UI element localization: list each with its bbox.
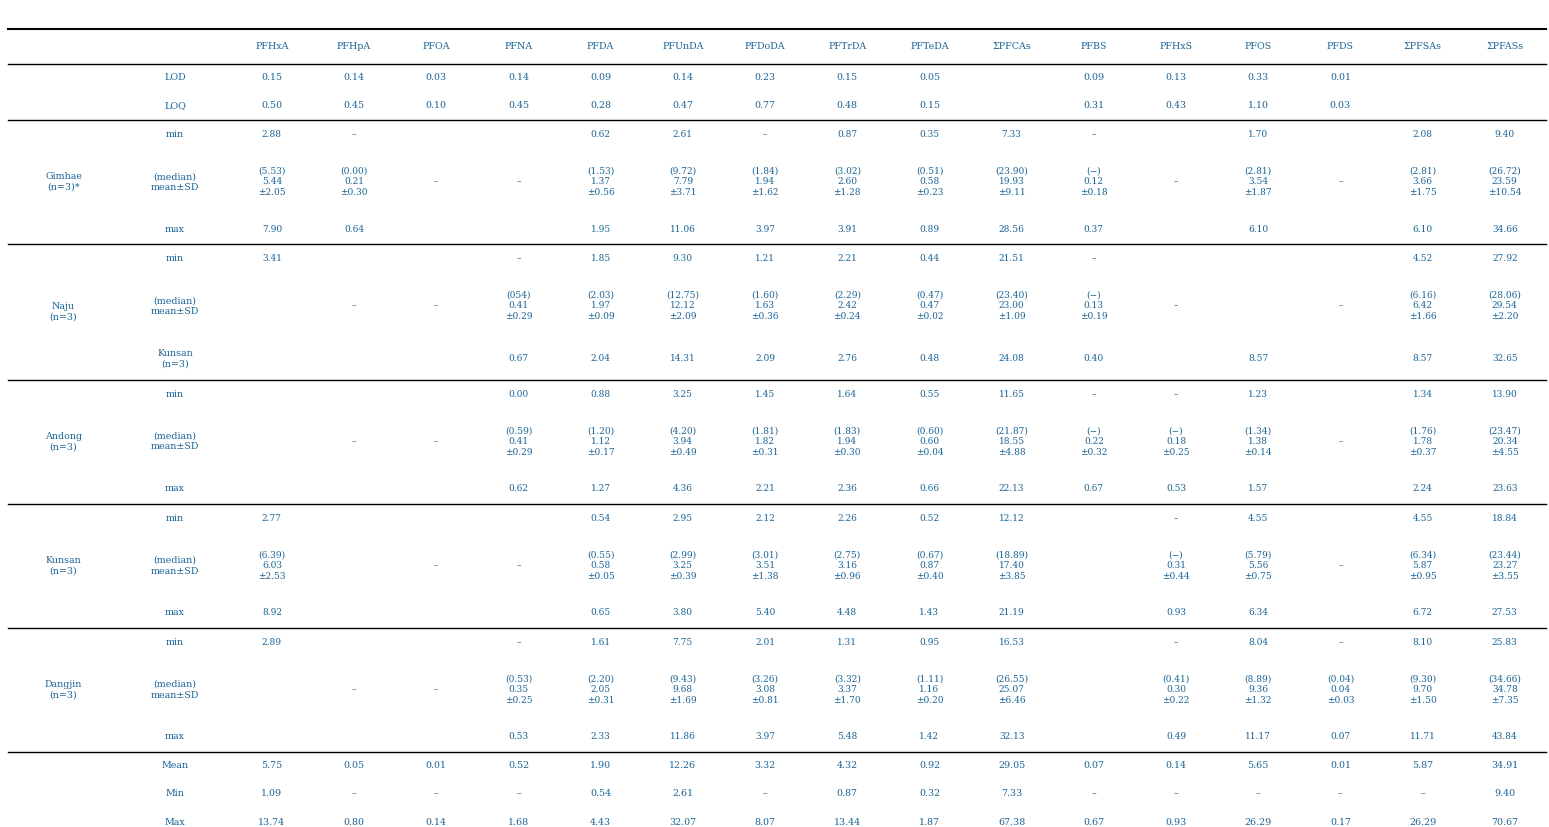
Text: 70.67: 70.67: [1492, 818, 1518, 826]
Text: PFHxS: PFHxS: [1160, 42, 1193, 50]
Text: 0.54: 0.54: [590, 790, 612, 798]
Text: 5.87: 5.87: [1413, 762, 1433, 770]
Text: 0.23: 0.23: [754, 74, 776, 82]
Text: ΣPFASs: ΣPFASs: [1485, 42, 1523, 50]
Text: (2.81)
3.54
±1.87: (2.81) 3.54 ±1.87: [1244, 167, 1272, 197]
Text: 1.95: 1.95: [590, 225, 610, 233]
Text: 0.87: 0.87: [836, 790, 858, 798]
Text: (0.67)
0.87
±0.40: (0.67) 0.87 ±0.40: [915, 551, 943, 581]
Text: 0.62: 0.62: [590, 131, 610, 139]
Text: 7.75: 7.75: [672, 638, 692, 647]
Text: 8.92: 8.92: [262, 609, 282, 617]
Text: (3.32)
3.37
±1.70: (3.32) 3.37 ±1.70: [833, 675, 861, 705]
Text: 0.66: 0.66: [920, 485, 940, 493]
Text: 0.35: 0.35: [920, 131, 940, 139]
Text: 1.85: 1.85: [590, 255, 610, 263]
Text: 0.07: 0.07: [1083, 762, 1104, 770]
Text: 1.23: 1.23: [1248, 390, 1269, 399]
Text: (1.20)
1.12
±0.17: (1.20) 1.12 ±0.17: [587, 427, 615, 457]
Text: –: –: [762, 131, 767, 139]
Text: (23.44)
23.27
±3.55: (23.44) 23.27 ±3.55: [1489, 551, 1521, 581]
Text: 2.01: 2.01: [754, 638, 774, 647]
Text: 0.93: 0.93: [1166, 609, 1187, 617]
Text: (26.72)
23.59
±10.54: (26.72) 23.59 ±10.54: [1489, 167, 1521, 197]
Text: 8.57: 8.57: [1248, 355, 1269, 363]
Text: –: –: [1174, 178, 1179, 186]
Text: 5.40: 5.40: [754, 609, 774, 617]
Text: 23.63: 23.63: [1492, 485, 1518, 493]
Text: 4.55: 4.55: [1248, 514, 1269, 523]
Text: 4.52: 4.52: [1413, 255, 1433, 263]
Text: PFDS: PFDS: [1327, 42, 1354, 50]
Text: –: –: [1174, 514, 1179, 523]
Text: (0.60)
0.60
±0.04: (0.60) 0.60 ±0.04: [915, 427, 943, 457]
Text: 0.14: 0.14: [426, 818, 446, 826]
Text: 1.57: 1.57: [1248, 485, 1269, 493]
Text: 2.24: 2.24: [1413, 485, 1433, 493]
Text: (6.16)
6.42
±1.66: (6.16) 6.42 ±1.66: [1408, 291, 1436, 321]
Text: 0.53: 0.53: [1166, 485, 1187, 493]
Text: (−)
0.22
±0.32: (−) 0.22 ±0.32: [1080, 427, 1108, 457]
Text: 13.44: 13.44: [833, 818, 861, 826]
Text: –: –: [1092, 390, 1097, 399]
Text: 8.10: 8.10: [1413, 638, 1433, 647]
Text: 0.01: 0.01: [426, 762, 446, 770]
Text: 2.89: 2.89: [262, 638, 282, 647]
Text: (0.51)
0.58
±0.23: (0.51) 0.58 ±0.23: [915, 167, 943, 197]
Text: (2.81)
3.66
±1.75: (2.81) 3.66 ±1.75: [1408, 167, 1436, 197]
Text: –: –: [1092, 255, 1097, 263]
Text: –: –: [762, 790, 767, 798]
Text: PFHpA: PFHpA: [338, 42, 372, 50]
Text: 27.53: 27.53: [1492, 609, 1518, 617]
Text: 34.66: 34.66: [1492, 225, 1518, 233]
Text: 4.48: 4.48: [836, 609, 857, 617]
Text: 5.65: 5.65: [1247, 762, 1269, 770]
Text: 6.72: 6.72: [1413, 609, 1433, 617]
Text: 6.34: 6.34: [1248, 609, 1269, 617]
Text: 3.97: 3.97: [754, 733, 774, 741]
Text: (1.53)
1.37
±0.56: (1.53) 1.37 ±0.56: [587, 167, 615, 197]
Text: PFDA: PFDA: [587, 42, 615, 50]
Text: 1.61: 1.61: [590, 638, 610, 647]
Text: 8.04: 8.04: [1248, 638, 1269, 647]
Text: 2.61: 2.61: [672, 790, 694, 798]
Text: (−)
0.12
±0.18: (−) 0.12 ±0.18: [1080, 167, 1108, 197]
Text: (0.55)
0.58
±0.05: (0.55) 0.58 ±0.05: [587, 551, 615, 581]
Text: 1.34: 1.34: [1413, 390, 1433, 399]
Text: (2.20)
2.05
±0.31: (2.20) 2.05 ±0.31: [587, 675, 615, 705]
Text: max: max: [166, 609, 184, 617]
Text: (9.43)
9.68
±1.69: (9.43) 9.68 ±1.69: [669, 675, 697, 705]
Text: 0.40: 0.40: [1084, 355, 1104, 363]
Text: 0.33: 0.33: [1247, 74, 1269, 82]
Text: 4.55: 4.55: [1413, 514, 1433, 523]
Text: 1.87: 1.87: [919, 818, 940, 826]
Text: ΣPFSAs: ΣPFSAs: [1403, 42, 1442, 50]
Text: 22.13: 22.13: [999, 485, 1024, 493]
Text: (−)
0.18
±0.25: (−) 0.18 ±0.25: [1162, 427, 1190, 457]
Text: 6.10: 6.10: [1248, 225, 1269, 233]
Text: PFTrDA: PFTrDA: [829, 42, 866, 50]
Text: 0.54: 0.54: [590, 514, 610, 523]
Text: 0.09: 0.09: [1083, 74, 1104, 82]
Text: 0.15: 0.15: [919, 102, 940, 110]
Text: (median)
mean±SD: (median) mean±SD: [150, 432, 200, 452]
Text: (23.47)
20.34
±4.55: (23.47) 20.34 ±4.55: [1489, 427, 1521, 457]
Text: 32.07: 32.07: [669, 818, 697, 826]
Text: 2.09: 2.09: [754, 355, 774, 363]
Text: (21.87)
18.55
±4.88: (21.87) 18.55 ±4.88: [994, 427, 1029, 457]
Text: 13.90: 13.90: [1492, 390, 1518, 399]
Text: 0.88: 0.88: [590, 390, 610, 399]
Text: 2.04: 2.04: [590, 355, 610, 363]
Text: (median)
mean±SD: (median) mean±SD: [150, 296, 200, 316]
Text: 0.14: 0.14: [1165, 762, 1187, 770]
Text: LOD: LOD: [164, 74, 186, 82]
Text: 0.65: 0.65: [590, 609, 610, 617]
Text: 11.17: 11.17: [1245, 733, 1272, 741]
Text: 0.89: 0.89: [920, 225, 940, 233]
Text: 0.48: 0.48: [920, 355, 940, 363]
Text: (2.03)
1.97
±0.09: (2.03) 1.97 ±0.09: [587, 291, 615, 321]
Text: (0.47)
0.47
±0.02: (0.47) 0.47 ±0.02: [915, 291, 943, 321]
Text: 2.33: 2.33: [590, 733, 610, 741]
Text: 32.13: 32.13: [999, 733, 1024, 741]
Text: 32.65: 32.65: [1492, 355, 1518, 363]
